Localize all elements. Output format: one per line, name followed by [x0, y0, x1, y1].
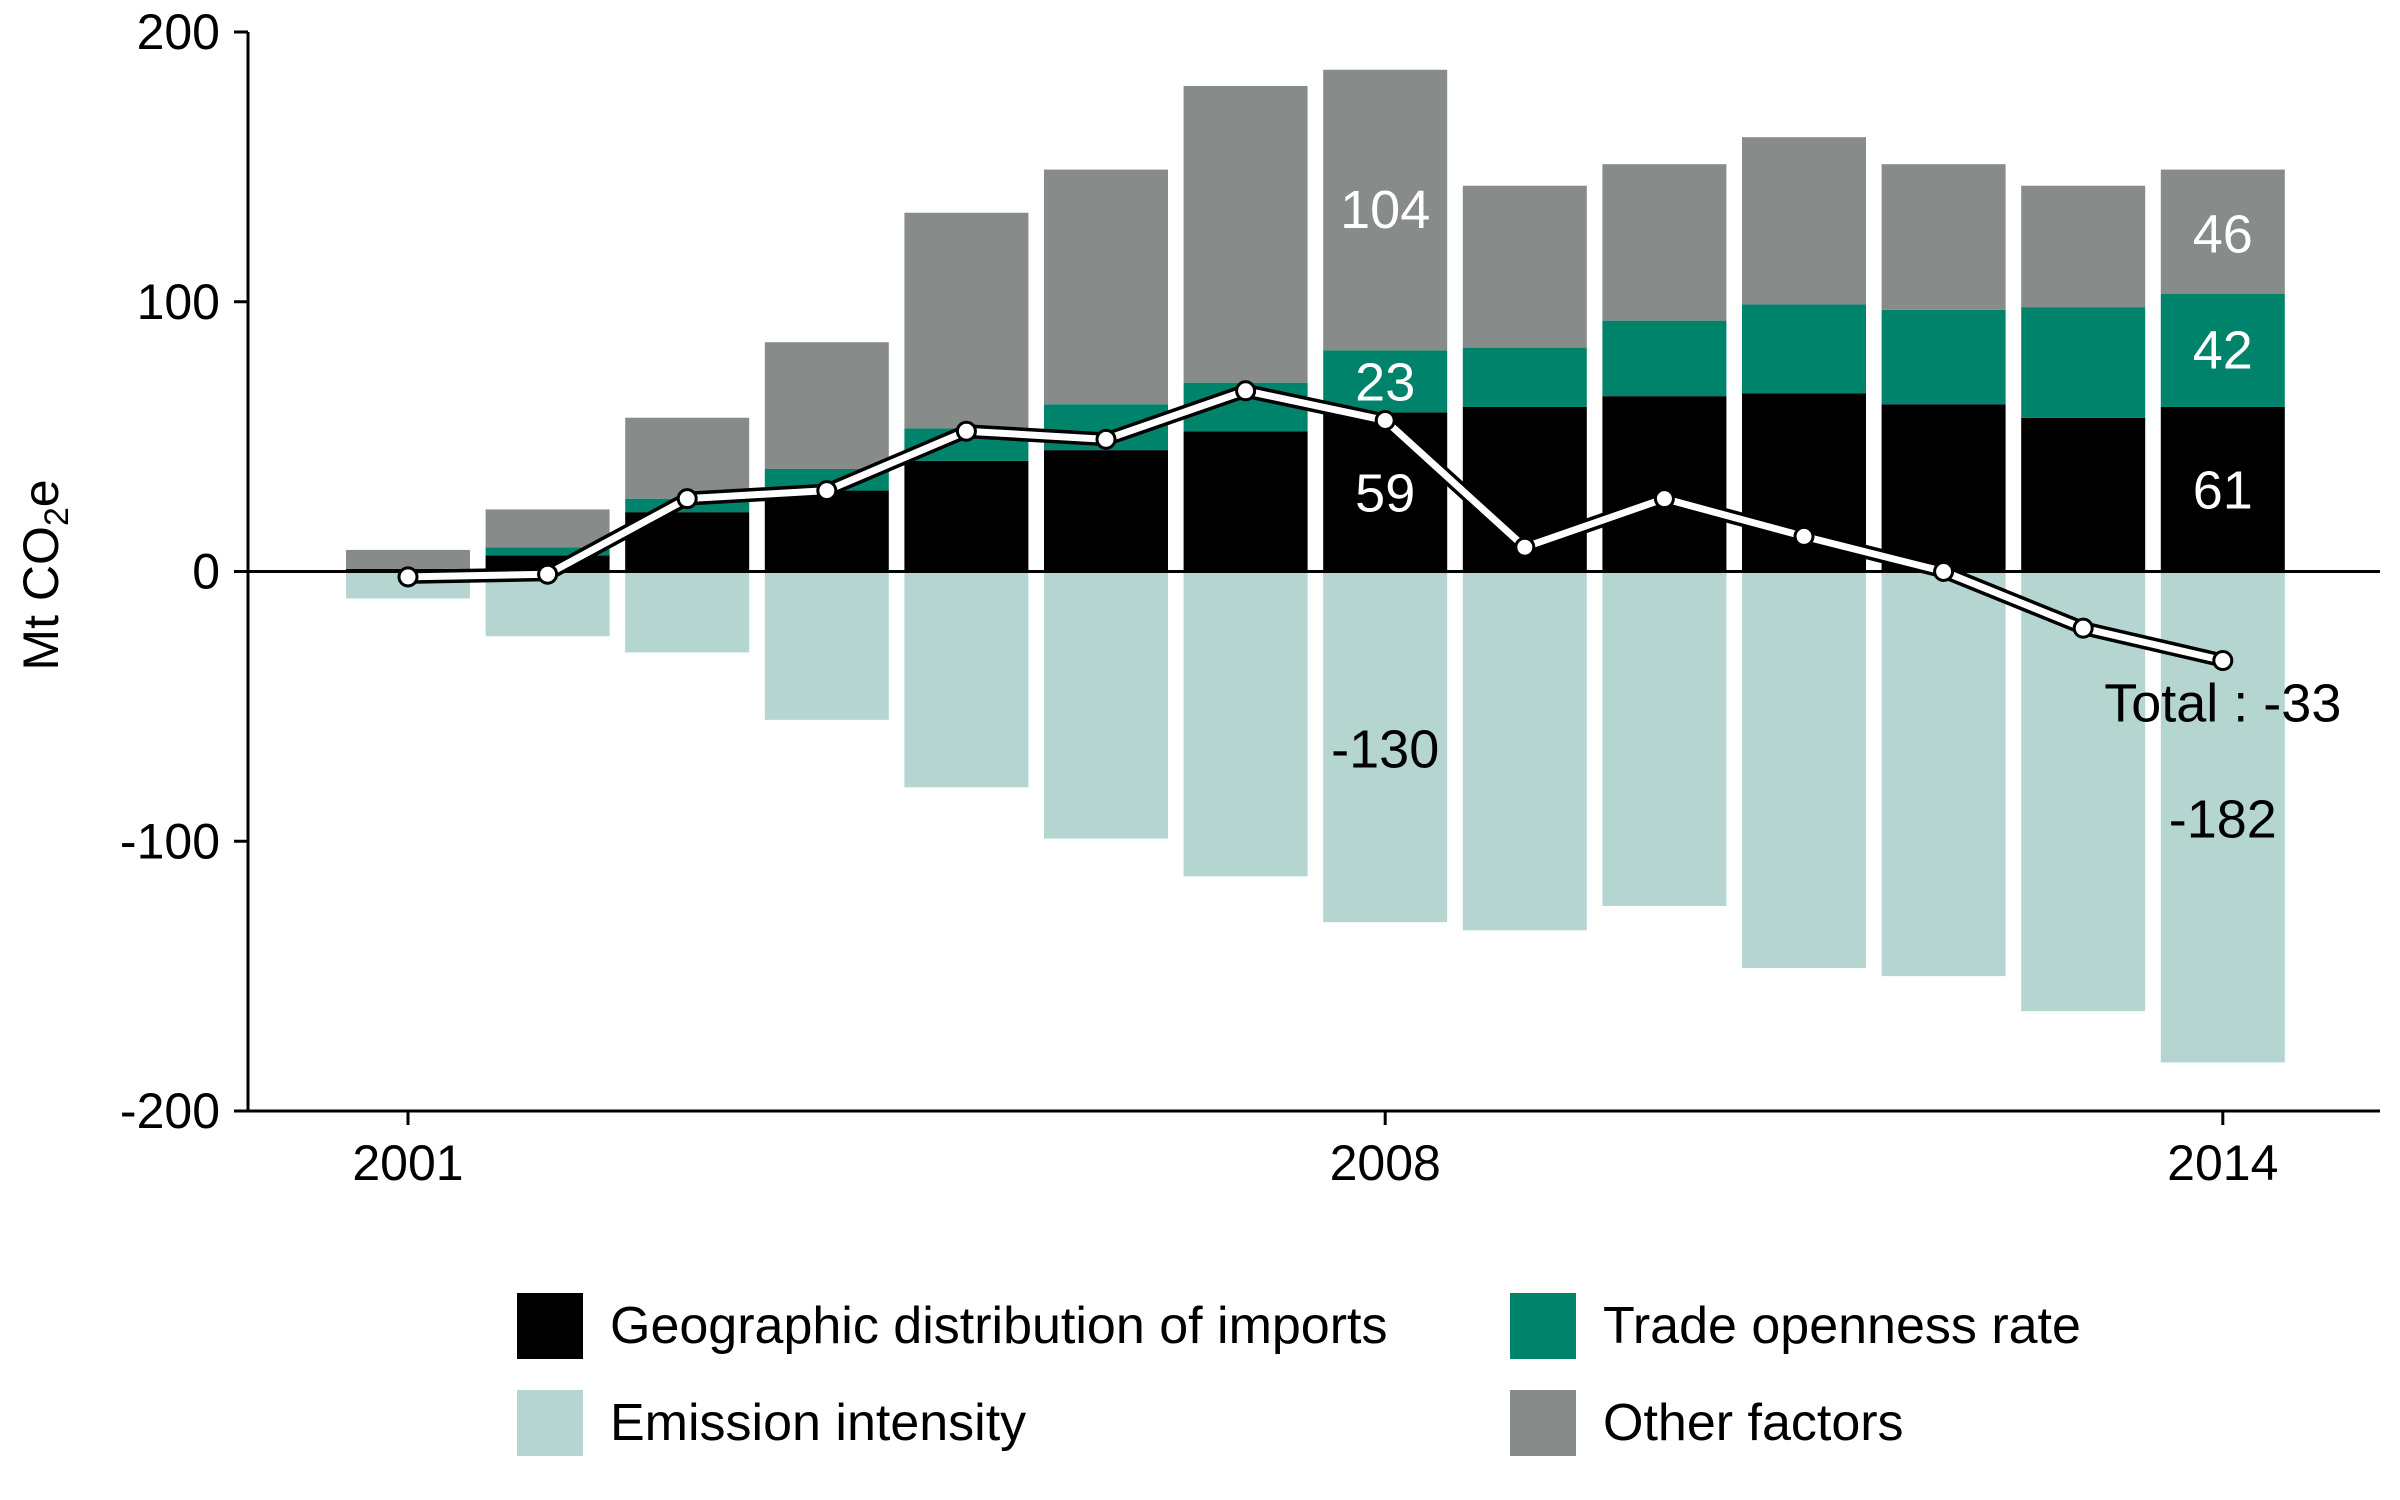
- bar-emission-intensity-2008: [1323, 571, 1448, 923]
- bar-trade-openness-rate-2008: [1323, 350, 1448, 413]
- bar-other-factors-2004: [764, 342, 889, 469]
- bar-emission-intensity-2004: [764, 571, 889, 720]
- bar-trade-openness-rate-2010: [1602, 320, 1727, 397]
- y-axis-label: Mt CO2e: [13, 479, 76, 670]
- legend-label: Emission intensity: [610, 1394, 1026, 1452]
- total-point-2013: [2072, 617, 2094, 639]
- total-line: [397, 380, 2234, 672]
- total-point-2007: [1235, 380, 1257, 402]
- bar-other-factors-2009: [1462, 185, 1587, 348]
- data-label: 46: [2193, 204, 2253, 264]
- bar-emission-intensity-2007: [1183, 571, 1308, 877]
- bar-geographic-distribution-of-imports-2014: [2160, 406, 2285, 572]
- bar-emission-intensity-2009: [1462, 571, 1587, 931]
- bar-other-factors-2008: [1323, 69, 1448, 351]
- bar-other-factors-2005: [904, 212, 1029, 429]
- bar-emission-intensity-2011: [1742, 571, 1866, 969]
- legend-label: Trade openness rate: [1603, 1297, 2081, 1355]
- bar-geographic-distribution-of-imports-2006: [1044, 450, 1168, 572]
- bar-other-factors-2014: [2160, 169, 2285, 294]
- bar-other-factors-2011: [1742, 137, 1866, 305]
- data-label: -182: [2169, 790, 2277, 850]
- bar-geographic-distribution-of-imports-2007: [1183, 431, 1308, 572]
- total-point-2012: [1933, 561, 1955, 582]
- bar-trade-openness-rate-2013: [2021, 307, 2146, 418]
- legend-swatch-1: [517, 1293, 583, 1359]
- bar-geographic-distribution-of-imports-2005: [904, 460, 1029, 572]
- data-label: 42: [2193, 320, 2253, 380]
- bar-other-factors-2007: [1183, 85, 1308, 383]
- total-point-2004: [816, 480, 838, 502]
- svg-text:Mt CO2e: Mt CO2e: [13, 479, 76, 670]
- total-point-2001: [397, 566, 419, 588]
- total-point-2011: [1793, 525, 1815, 547]
- legend-swatch-3: [517, 1390, 583, 1456]
- x-tick-label: 2008: [1330, 1135, 1441, 1191]
- bar-other-factors-2012: [1881, 164, 2006, 310]
- total-line-path: [404, 387, 2227, 665]
- total-point-2006: [1095, 428, 1117, 450]
- bar-emission-intensity-2012: [1881, 571, 2006, 977]
- legend-label: Other factors: [1603, 1394, 1904, 1452]
- y-tick-label: 200: [137, 4, 220, 60]
- y-tick-label: -200: [120, 1083, 220, 1139]
- total-point-2008: [1374, 409, 1396, 431]
- bar-trade-openness-rate-2012: [1881, 309, 2006, 405]
- bars: [346, 69, 2285, 1063]
- total-point-2010: [1653, 488, 1675, 510]
- data-label: 104: [1340, 180, 1430, 240]
- data-label: 59: [1355, 463, 1415, 523]
- total-point-2005: [955, 420, 977, 442]
- y-tick-label: 100: [137, 274, 220, 330]
- x-tick-label: 2014: [2167, 1135, 2278, 1191]
- bar-trade-openness-rate-2002: [485, 547, 610, 556]
- y-tick-label: -100: [120, 813, 220, 869]
- bar-trade-openness-rate-2014: [2160, 293, 2285, 407]
- bar-emission-intensity-2005: [904, 571, 1029, 788]
- bar-geographic-distribution-of-imports-2004: [764, 490, 889, 572]
- bar-geographic-distribution-of-imports-2010: [1602, 396, 1727, 572]
- bar-other-factors-2001: [346, 549, 470, 569]
- bar-geographic-distribution-of-imports-2012: [1881, 404, 2006, 572]
- data-label: Total : -33: [2104, 674, 2341, 734]
- bar-emission-intensity-2006: [1044, 571, 1168, 839]
- total-point-2002: [537, 563, 559, 585]
- legend-label: Geographic distribution of imports: [610, 1297, 1388, 1355]
- legend-swatch-2: [1510, 1293, 1576, 1359]
- legend: Geographic distribution of imports Trade …: [517, 1293, 2081, 1456]
- bar-emission-intensity-2010: [1602, 571, 1727, 906]
- y-axis-label-subscript: 2: [38, 507, 76, 526]
- total-point-2014: [2212, 650, 2234, 672]
- data-label: 23: [1355, 353, 1415, 413]
- plot-area: 200 100 0 -100 -200 2001 2008 2014 104 23 59 -130 4…: [120, 4, 2380, 1191]
- bar-emission-intensity-2003: [625, 571, 750, 653]
- data-label: 61: [2193, 461, 2253, 521]
- bar-geographic-distribution-of-imports-2013: [2021, 417, 2146, 572]
- bar-other-factors-2010: [1602, 164, 1727, 321]
- x-tick-label: 2001: [352, 1135, 463, 1191]
- total-point-2009: [1514, 536, 1536, 558]
- y-tick-label: 0: [192, 544, 220, 600]
- y-axis-label-tail: e: [13, 479, 69, 507]
- axes: 200 100 0 -100 -200 2001 2008 2014: [120, 4, 2380, 1191]
- bar-trade-openness-rate-2011: [1742, 304, 1866, 394]
- data-label: -130: [1331, 720, 1439, 780]
- bar-geographic-distribution-of-imports-2008: [1323, 412, 1448, 572]
- total-point-2003: [676, 488, 698, 510]
- bar-trade-openness-rate-2009: [1462, 347, 1587, 407]
- bar-other-factors-2003: [625, 417, 750, 499]
- bar-other-factors-2013: [2021, 185, 2146, 308]
- y-axis-label-text: Mt CO: [13, 526, 69, 670]
- bar-other-factors-2002: [485, 509, 610, 548]
- annotations: 104 23 59 -130 46 42 61 Total : -33 -182: [1331, 180, 2341, 850]
- legend-swatch-4: [1510, 1390, 1576, 1456]
- bar-other-factors-2006: [1044, 169, 1168, 405]
